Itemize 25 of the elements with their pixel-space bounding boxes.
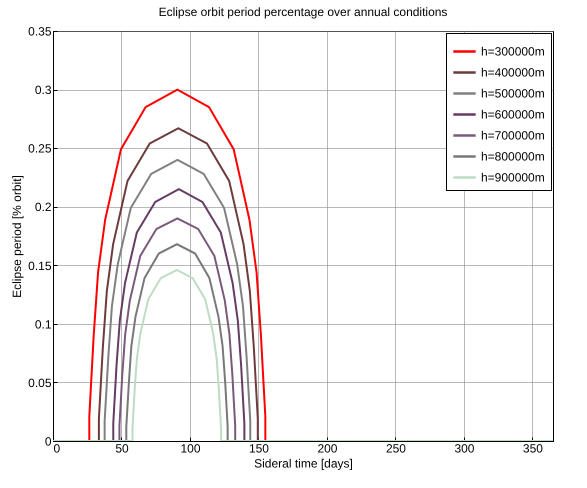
legend-label: h=700000m [481,128,545,142]
x-tick-label: 100 [180,442,201,456]
x-tick-label: 150 [248,442,270,456]
y-tick-label: 0.3 [34,83,52,98]
legend-label: h=300000m [481,44,545,58]
y-tick-label: 0.15 [28,258,52,273]
chart-title: Eclipse orbit period percentage over annual conditions [158,5,448,19]
x-tick-label: 300 [454,442,475,456]
y-tick-label: 0.05 [28,376,52,390]
x-tick-label: 0 [54,442,60,456]
legend-label: h=600000m [481,108,545,122]
y-tick-label: 0.1 [34,317,52,332]
x-tick-label: 50 [115,442,129,456]
y-tick-label: 0.25 [28,142,52,156]
legend-label: h=400000m [481,66,545,80]
y-tick-label: 0.2 [34,200,52,214]
x-tick-label: 350 [522,442,544,456]
x-tick-label: 200 [317,442,338,456]
y-axis-title: Eclipse period [% orbit] [10,175,24,298]
legend-label: h=500000m [481,86,545,100]
legend-label: h=800000m [481,150,545,164]
y-tick-label: 0.35 [28,24,52,38]
x-axis-title: Sideral time [days] [254,456,353,470]
x-tick-label: 250 [386,442,406,456]
legend-label: h=900000m [481,170,545,184]
